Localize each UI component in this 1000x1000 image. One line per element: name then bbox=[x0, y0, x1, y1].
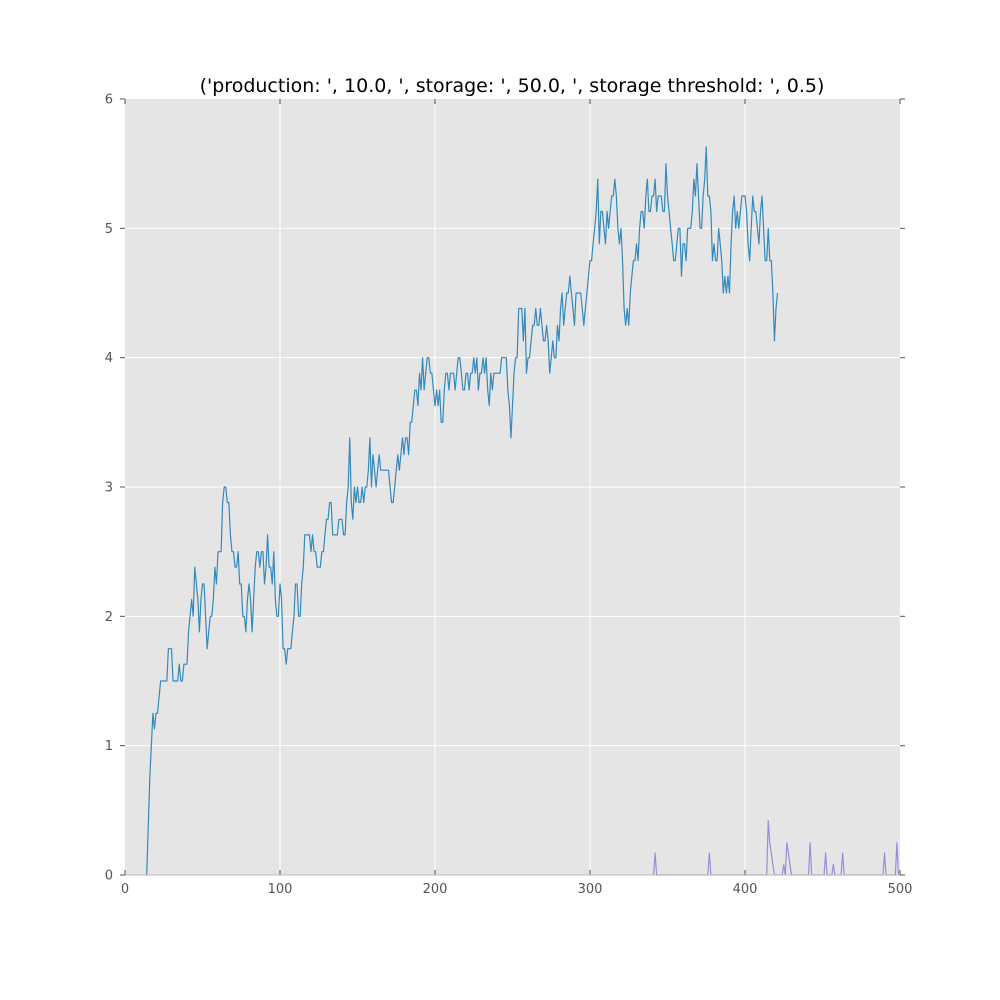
y-tick-label: 4 bbox=[105, 351, 113, 366]
axes: 0 100 200 300 400 500 0 1 2 3 4 5 6 bbox=[105, 93, 913, 898]
y-tick-label: 1 bbox=[105, 739, 113, 754]
series-line-1 bbox=[146, 146, 779, 876]
x-tick-label: 100 bbox=[268, 882, 293, 897]
x-tick-label: 400 bbox=[733, 882, 758, 897]
y-tick-label: 6 bbox=[105, 93, 113, 108]
y-tick-label: 0 bbox=[105, 869, 113, 884]
x-tick-label: 200 bbox=[423, 882, 448, 897]
grid-lines bbox=[125, 99, 900, 875]
x-tick-label: 300 bbox=[578, 882, 603, 897]
y-tick-label: 5 bbox=[105, 222, 113, 237]
y-tick-label: 3 bbox=[105, 481, 113, 496]
x-tick-label: 0 bbox=[121, 882, 129, 897]
x-tick-label: 500 bbox=[888, 882, 913, 897]
y-tick-label: 2 bbox=[105, 610, 113, 625]
chart-title: ('production: ', 10.0, ', storage: ', 50… bbox=[200, 75, 825, 97]
